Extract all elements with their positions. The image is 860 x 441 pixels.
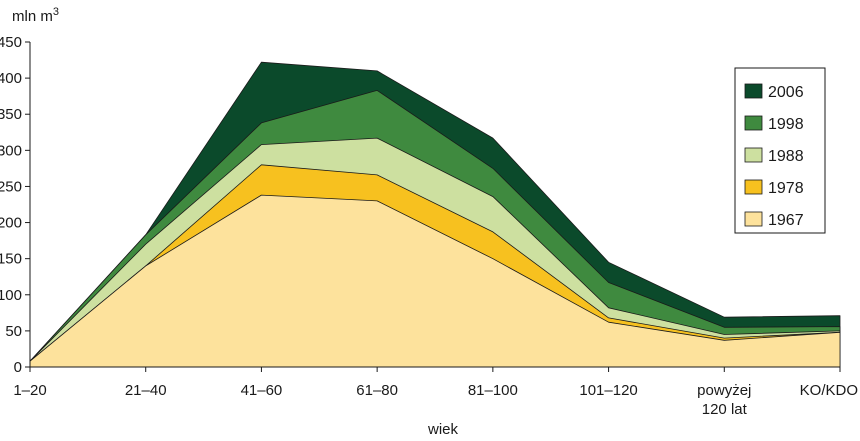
y-tick-label: 350 xyxy=(0,106,22,123)
x-tick-label-line: 1–20 xyxy=(13,382,46,399)
y-axis-title-superscript: 3 xyxy=(53,6,59,18)
legend-item-1988: 1988 xyxy=(744,147,804,165)
x-tick-label: KO/KDO xyxy=(800,382,858,399)
y-tick-label: 450 xyxy=(0,34,22,51)
legend-item-1998: 1998 xyxy=(744,115,804,133)
x-tick-labels: 1–20 21–40 41–60 61–80 81–100 101–120 powyżej 1… xyxy=(13,382,858,418)
legend-label: 1978 xyxy=(768,180,804,197)
x-tick-label: 81–100 xyxy=(468,382,518,399)
x-tick-label: 41–60 xyxy=(241,382,283,399)
y-tick-label: 0 xyxy=(14,359,22,376)
x-tick-label: 61–80 xyxy=(356,382,398,399)
legend-item-1967: 1967 xyxy=(744,211,804,229)
x-tick-label: 1–20 xyxy=(13,382,46,399)
legend-label: 2006 xyxy=(768,84,804,101)
y-tick-label: 250 xyxy=(0,178,22,195)
legend-label: 1988 xyxy=(768,148,804,165)
x-tick-label-line: powyżej xyxy=(697,382,751,399)
legend: 2006 1998 1988 1978 1967 xyxy=(734,67,826,234)
x-tick-label-line: KO/KDO xyxy=(800,382,858,399)
legend-swatch xyxy=(744,83,763,99)
legend-label: 1967 xyxy=(768,212,804,229)
x-tick-label-line: 61–80 xyxy=(356,382,398,399)
y-axis-title-text: mln m xyxy=(12,8,53,25)
y-tick-label: 100 xyxy=(0,287,22,304)
x-tick-label-line: 120 lat xyxy=(702,401,748,418)
legend-item-2006: 2006 xyxy=(744,83,804,101)
y-tick-label: 300 xyxy=(0,142,22,159)
legend-swatch xyxy=(744,211,763,227)
legend-item-1978: 1978 xyxy=(744,179,804,197)
legend-label: 1998 xyxy=(768,116,804,133)
y-tick-label: 200 xyxy=(0,215,22,232)
x-tick-label: 101–120 xyxy=(579,382,637,399)
area-series-group xyxy=(29,61,841,368)
axes-group xyxy=(25,41,841,372)
x-axis-title: wiek xyxy=(427,421,459,438)
legend-swatch xyxy=(744,179,763,195)
y-tick-label: 400 xyxy=(0,70,22,87)
x-tick-label-line: 101–120 xyxy=(579,382,637,399)
y-tick-label: 50 xyxy=(5,323,22,340)
x-tick-label-line: 81–100 xyxy=(468,382,518,399)
area-series-1967 xyxy=(29,194,841,368)
y-axis-title: mln m3 xyxy=(12,6,59,25)
legend-swatch xyxy=(744,147,763,163)
x-tick-label-line: 21–40 xyxy=(125,382,167,399)
x-tick-label: powyżej 120 lat xyxy=(697,382,751,418)
legend-swatch xyxy=(744,115,763,131)
x-tick-label-line: 41–60 xyxy=(241,382,283,399)
y-tick-label: 150 xyxy=(0,251,22,268)
x-tick-label: 21–40 xyxy=(125,382,167,399)
y-tick-labels: 0 50 100 150 200 250 300 350 400 450 xyxy=(0,34,22,376)
